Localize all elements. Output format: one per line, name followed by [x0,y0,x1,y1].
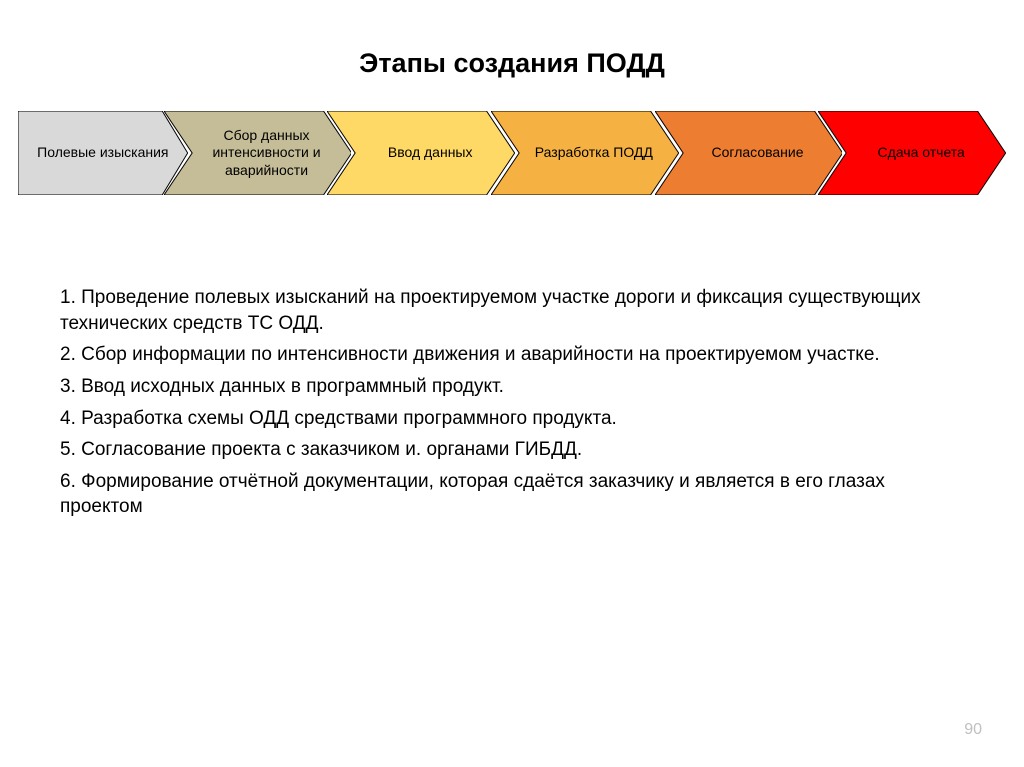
process-step-label: Согласование [712,144,804,162]
process-step-label: Полевые изыскания [37,144,168,162]
process-step-label: Ввод данных [388,144,473,162]
body-line-3: 3. Ввод исходных данных в программный пр… [60,374,964,400]
body-line-2: 2. Сбор информации по интенсивности движ… [60,342,964,368]
process-step-4: Разработка ПОДД [491,111,679,195]
process-step-label: Сбор данных интенсивности и аварийности [192,127,342,180]
page-number: 90 [964,721,982,739]
process-step-6: Сдача отчета [818,111,1006,195]
process-step-1: Полевые изыскания [18,111,188,195]
body-line-1: 1. Проведение полевых изысканий на проек… [60,285,964,336]
page-title: Этапы создания ПОДД [0,0,1024,111]
process-step-5: Согласование [655,111,843,195]
process-step-label: Сдача отчета [878,144,965,162]
body-line-5: 5. Согласование проекта с заказчиком и. … [60,437,964,463]
body-text: 1. Проведение полевых изысканий на проек… [60,285,964,520]
body-line-6: 6. Формирование отчётной документации, к… [60,469,964,520]
process-step-label: Разработка ПОДД [535,144,653,162]
process-chevron-row: Полевые изыскания Сбор данных интенсивнос… [18,111,1006,195]
body-line-4: 4. Разработка схемы ОДД средствами прогр… [60,406,964,432]
process-step-2: Сбор данных интенсивности и аварийности [164,111,352,195]
process-step-3: Ввод данных [327,111,515,195]
